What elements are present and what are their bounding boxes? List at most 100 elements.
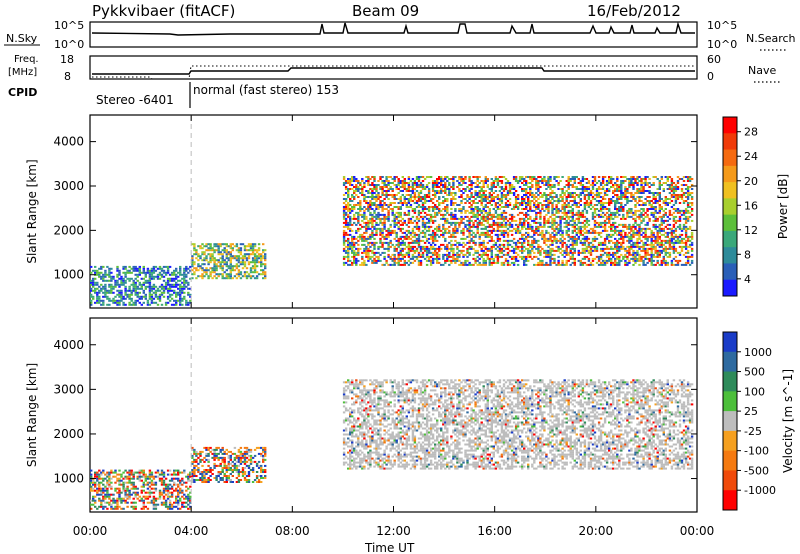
echo-cell bbox=[452, 186, 455, 188]
echo-cell bbox=[508, 249, 512, 252]
echo-cell bbox=[670, 263, 674, 266]
echo-cell bbox=[581, 263, 585, 266]
echo-cell bbox=[636, 223, 639, 226]
echo-cell bbox=[614, 221, 617, 224]
echo-cell bbox=[454, 239, 457, 242]
echo-cell bbox=[110, 285, 113, 288]
echo-cell bbox=[363, 200, 366, 202]
echo-cell bbox=[371, 221, 374, 224]
echo-cell bbox=[553, 221, 556, 224]
echo-cell bbox=[603, 225, 607, 228]
echo-cell bbox=[108, 279, 111, 282]
echo-cell bbox=[170, 283, 174, 286]
echo-cell bbox=[638, 196, 641, 198]
echo-cell bbox=[168, 273, 172, 276]
echo-cell bbox=[391, 208, 394, 210]
echo-cell bbox=[618, 261, 621, 264]
echo-cell bbox=[427, 209, 431, 212]
echo-cell bbox=[660, 208, 663, 210]
echo-cell bbox=[654, 245, 657, 248]
echo-cell bbox=[92, 281, 95, 284]
echo-cell bbox=[668, 251, 672, 254]
echo-cell bbox=[199, 265, 202, 268]
echo-cell bbox=[579, 229, 582, 232]
echo-cell bbox=[164, 281, 168, 284]
echo-cell bbox=[407, 259, 411, 262]
echo-cell bbox=[624, 255, 627, 258]
echo-cell bbox=[197, 275, 200, 278]
echo-cell bbox=[648, 259, 651, 262]
echo-cell bbox=[636, 215, 639, 218]
echo-cell bbox=[128, 285, 131, 288]
echo-cell bbox=[407, 249, 411, 252]
echo-cell bbox=[440, 247, 443, 250]
echo-cell bbox=[579, 211, 582, 214]
echo-cell bbox=[429, 237, 433, 240]
echo-cell bbox=[543, 184, 546, 186]
echo-cell bbox=[217, 259, 220, 262]
echo-cell bbox=[490, 255, 493, 258]
echo-cell bbox=[561, 239, 564, 242]
freq-trace bbox=[92, 67, 695, 75]
echo-cell bbox=[662, 221, 665, 224]
echo-cell bbox=[622, 208, 625, 210]
echo-cell bbox=[634, 243, 637, 246]
echo-cell bbox=[577, 217, 580, 220]
echo-cell bbox=[383, 247, 386, 250]
echo-cell bbox=[468, 198, 471, 200]
echo-cell bbox=[407, 200, 411, 202]
echo-cell bbox=[393, 223, 396, 226]
echo-cell bbox=[468, 235, 471, 238]
echo-cell bbox=[110, 291, 113, 294]
echo-cell bbox=[203, 263, 206, 266]
echo-cell bbox=[98, 273, 101, 276]
echo-cell bbox=[577, 221, 580, 224]
echo-cell bbox=[371, 249, 374, 252]
echo-cell bbox=[664, 247, 667, 250]
echo-cell bbox=[444, 227, 447, 230]
echo-cell bbox=[557, 208, 560, 210]
echo-cell bbox=[593, 229, 597, 232]
echo-cell bbox=[614, 184, 617, 186]
echo-cell bbox=[490, 263, 493, 266]
echo-cell bbox=[620, 217, 623, 220]
echo-cell bbox=[255, 259, 259, 262]
echo-cell bbox=[96, 293, 99, 296]
echo-cell bbox=[664, 219, 667, 222]
echo-cell bbox=[104, 271, 107, 274]
echo-cell bbox=[138, 265, 141, 268]
echo-cell bbox=[373, 180, 376, 182]
echo-cell bbox=[120, 291, 123, 294]
echo-cell bbox=[423, 223, 427, 226]
echo-cell bbox=[130, 277, 133, 280]
echo-cell bbox=[436, 257, 439, 260]
echo-cell bbox=[664, 204, 667, 206]
echo-cell bbox=[450, 249, 453, 252]
echo-cell bbox=[616, 209, 619, 212]
echo-cell bbox=[108, 291, 111, 294]
echo-cell bbox=[363, 211, 366, 214]
echo-cell bbox=[573, 196, 576, 198]
echo-cell bbox=[456, 180, 459, 182]
echo-cell bbox=[492, 192, 495, 194]
echo-cell bbox=[401, 202, 404, 204]
echo-cell bbox=[438, 208, 441, 210]
echo-cell bbox=[150, 269, 154, 272]
echo-cell bbox=[650, 249, 653, 252]
echo-cell bbox=[342, 176, 346, 178]
echo-cell bbox=[185, 275, 188, 278]
echo-cell bbox=[120, 279, 123, 282]
echo-cell bbox=[470, 194, 473, 196]
echo-cell bbox=[593, 257, 597, 260]
echo-cell bbox=[618, 259, 621, 262]
echo-cell bbox=[603, 206, 607, 208]
echo-cell bbox=[462, 178, 465, 180]
echo-cell bbox=[181, 297, 184, 300]
echo-cell bbox=[502, 176, 506, 178]
echo-cell bbox=[478, 192, 481, 194]
echo-cell bbox=[577, 249, 580, 252]
echo-cell bbox=[500, 221, 504, 224]
echo-cell bbox=[158, 285, 162, 288]
echo-cell bbox=[458, 184, 461, 186]
echo-cell bbox=[595, 208, 599, 210]
